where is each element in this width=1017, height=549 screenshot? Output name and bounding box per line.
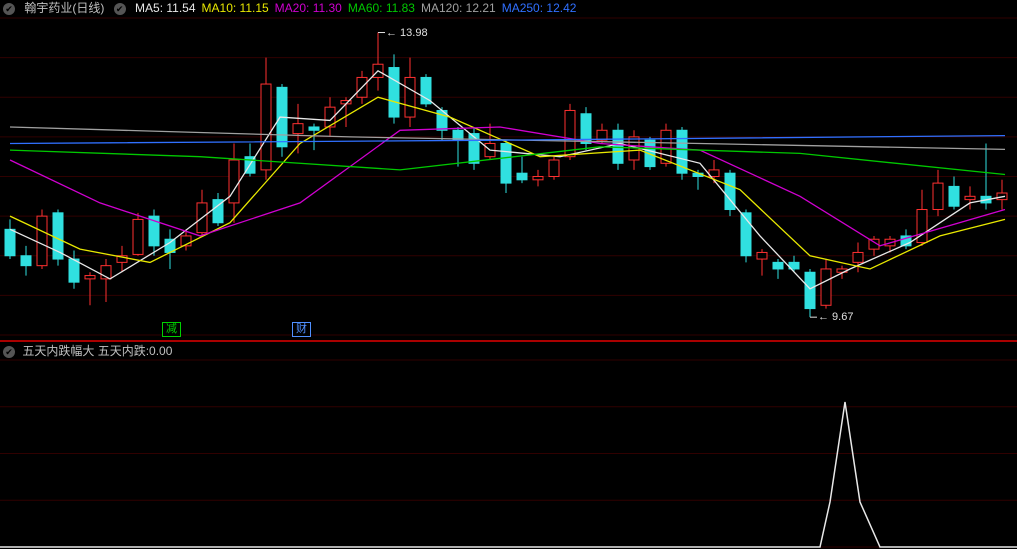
ma-legend-item: MA120: 12.21 [421, 1, 496, 15]
stock-name: 翰宇药业(日线) [24, 1, 104, 15]
event-tag[interactable]: 财 [292, 322, 311, 337]
low-price-label: ← 9.67 [818, 311, 853, 323]
ma-legend-item: MA250: 12.42 [502, 1, 577, 15]
indicator-title-b: 五天内跌:0.00 [98, 344, 173, 358]
ma-legend-item: MA20: 11.30 [275, 1, 342, 15]
event-tag[interactable]: 减 [162, 322, 181, 337]
kline-panel[interactable]: ← 13.98 ← 9.67 减 财 [0, 0, 1017, 340]
toggle-icon[interactable]: ✔ [3, 3, 15, 15]
ma-legend-item: MA5: 11.54 [135, 1, 195, 15]
indicator-toggle-icon[interactable]: ✔ [3, 346, 15, 358]
ma-legend-item: MA60: 11.83 [348, 1, 415, 15]
panel-divider[interactable] [0, 340, 1017, 342]
chart-legend: ✔ 翰宇药业(日线) ✔ MA5: 11.54 MA10: 11.15 MA20: … [0, 0, 588, 16]
ma-legend-item: MA10: 11.15 [202, 1, 269, 15]
ma-toggle-icon[interactable]: ✔ [114, 3, 126, 15]
indicator-title-a: 五天内跌幅大 [22, 344, 94, 358]
high-price-label: ← 13.98 [386, 27, 428, 39]
indicator-panel[interactable] [0, 342, 1017, 549]
indicator-legend: ✔ 五天内跌幅大 五天内跌:0.00 [0, 343, 172, 359]
